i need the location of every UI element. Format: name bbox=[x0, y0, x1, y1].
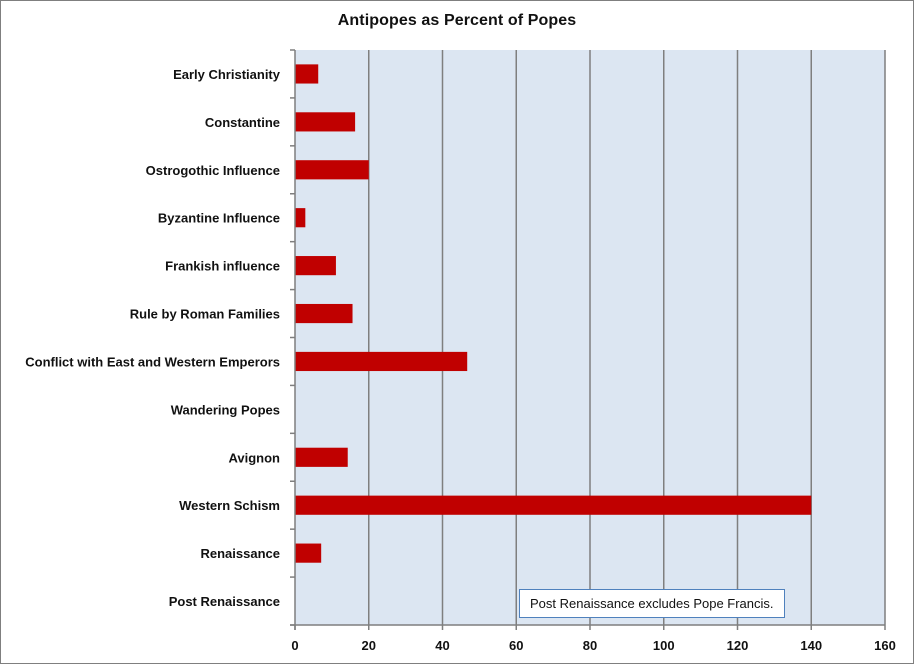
category-label: Conflict with East and Western Emperors bbox=[25, 354, 280, 369]
bar bbox=[295, 256, 336, 276]
bar bbox=[295, 447, 348, 467]
x-tick-label: 40 bbox=[435, 638, 449, 653]
category-label: Western Schism bbox=[179, 498, 280, 513]
category-label: Constantine bbox=[205, 115, 280, 130]
x-tick-label: 140 bbox=[800, 638, 822, 653]
category-label: Byzantine Influence bbox=[158, 211, 280, 226]
category-label: Wandering Popes bbox=[171, 402, 280, 417]
category-label: Avignon bbox=[228, 450, 280, 465]
bar bbox=[295, 495, 812, 515]
bar bbox=[295, 543, 322, 563]
category-label: Frankish influence bbox=[165, 259, 280, 274]
x-tick-label: 160 bbox=[874, 638, 896, 653]
bar bbox=[295, 112, 356, 132]
x-tick-label: 60 bbox=[509, 638, 523, 653]
bar bbox=[295, 160, 369, 180]
x-tick-label: 80 bbox=[583, 638, 597, 653]
bar bbox=[295, 351, 468, 372]
bar bbox=[295, 64, 319, 84]
category-label: Ostrogothic Influence bbox=[146, 163, 280, 178]
category-label: Early Christianity bbox=[173, 67, 281, 82]
chart-title: Antipopes as Percent of Popes bbox=[337, 12, 577, 29]
category-label: Post Renaissance bbox=[169, 594, 280, 609]
x-tick-label: 120 bbox=[727, 638, 749, 653]
bar bbox=[295, 208, 306, 228]
x-tick-label: 20 bbox=[362, 638, 376, 653]
x-tick-label: 0 bbox=[291, 638, 298, 653]
annotation-note: Post Renaissance excludes Pope Francis. bbox=[519, 589, 785, 618]
x-tick-label: 100 bbox=[653, 638, 675, 653]
category-label: Renaissance bbox=[201, 546, 281, 561]
bar bbox=[295, 303, 353, 324]
category-label: Rule by Roman Families bbox=[130, 307, 280, 322]
